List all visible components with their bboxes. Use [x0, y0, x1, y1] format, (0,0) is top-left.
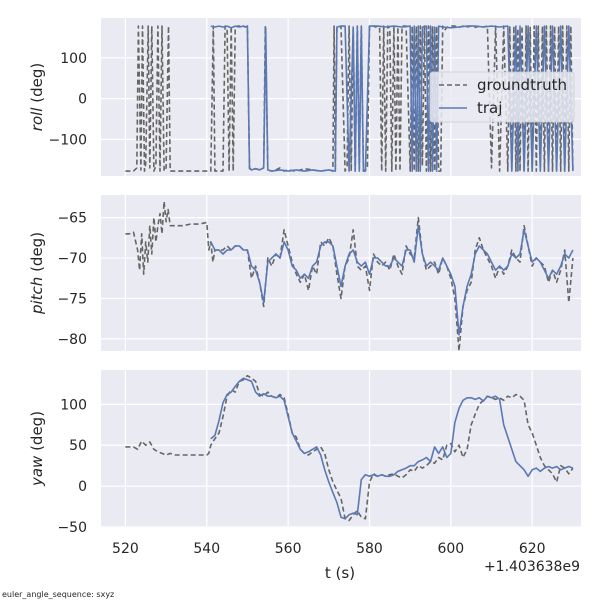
x-tick-label: 580 — [356, 541, 383, 557]
x-tick-label: 600 — [437, 541, 464, 557]
series-traj-yaw — [210, 377, 574, 520]
x-tick-labels: 520 540 560 580 600 620 — [112, 541, 546, 557]
legend: groundtruth traj — [429, 71, 575, 123]
x-tick-label: 620 — [519, 541, 546, 557]
plot-area-yaw — [101, 370, 581, 527]
y-axis-label-roll: roll (deg) — [28, 63, 46, 131]
x-tick-label: 560 — [275, 541, 302, 557]
x-axis-label: t (s) — [325, 564, 355, 582]
y-tick-label: 0 — [78, 479, 87, 495]
series-groundtruth-pitch — [125, 200, 574, 351]
series-traj-pitch — [210, 224, 574, 336]
y-tick-label: −75 — [57, 291, 87, 307]
y-tick-label: 100 — [60, 51, 87, 67]
y-tick-label: −65 — [57, 211, 87, 227]
y-axis-label-yaw: yaw (deg) — [28, 411, 46, 487]
y-tick-label: 50 — [69, 438, 87, 454]
y-axis-label-pitch: pitch (deg) — [28, 232, 46, 315]
series-traj-roll — [210, 25, 574, 172]
subplot-yaw: 100 50 0 −50 yaw (deg) — [28, 370, 581, 536]
x-tick-label: 520 — [112, 541, 139, 557]
legend-traj-label: traj — [477, 99, 502, 117]
legend-groundtruth-label: groundtruth — [477, 76, 567, 94]
y-tick-label: −50 — [57, 520, 87, 536]
y-tick-label: 0 — [78, 92, 87, 108]
plot-area-pitch — [101, 195, 581, 351]
footnote: euler_angle_sequence: sxyz — [2, 590, 114, 599]
y-tick-label: −100 — [49, 132, 87, 148]
y-tick-label: −80 — [57, 332, 87, 348]
series-groundtruth-yaw — [125, 374, 574, 522]
y-tick-label: −70 — [57, 251, 87, 267]
subplot-pitch: −65 −70 −75 −80 pitch (deg) — [28, 195, 581, 351]
x-tick-label: 540 — [193, 541, 220, 557]
y-tick-label: 100 — [60, 397, 87, 413]
x-axis-offset-label: +1.403638e9 — [484, 559, 580, 575]
